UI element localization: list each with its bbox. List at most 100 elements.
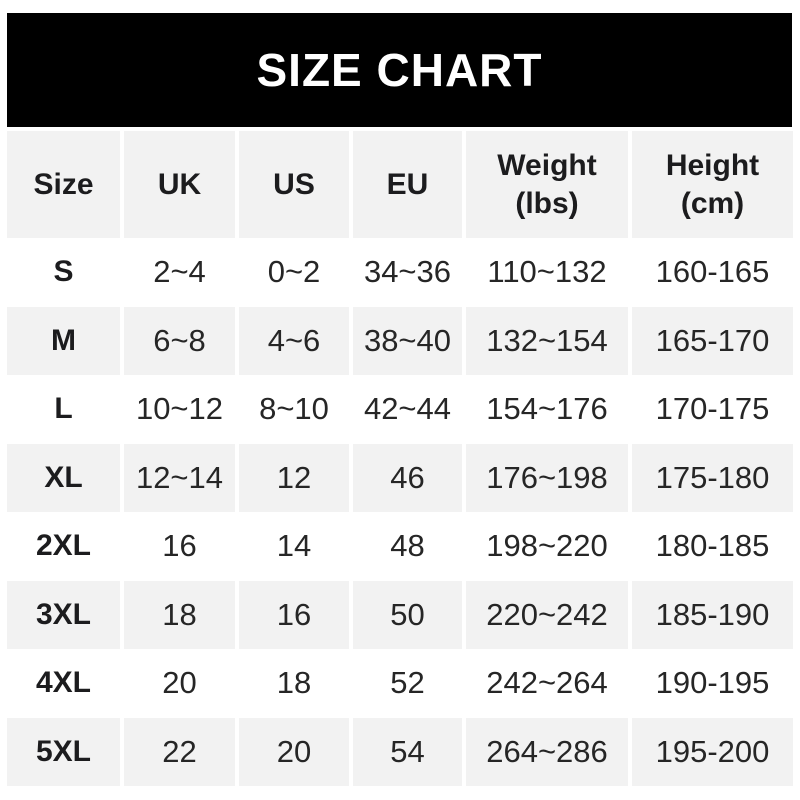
column-header-weight: Weight (lbs) xyxy=(466,131,628,238)
row-label-l-text: L xyxy=(54,392,73,426)
row-label-3xl: 3XL xyxy=(7,580,120,649)
cell-4xl-uk-text: 20 xyxy=(162,665,197,701)
cell-2xl-weight-text: 198~220 xyxy=(486,528,608,564)
cell-m-eu-text: 38~40 xyxy=(363,322,452,358)
column-header-us: US xyxy=(239,131,349,238)
cell-xl-height: 175-180 xyxy=(632,443,793,512)
row-label-2xl-text: 2XL xyxy=(35,529,92,563)
cell-xl-eu-text: 46 xyxy=(390,459,425,495)
cell-4xl-height-text: 190-195 xyxy=(655,665,770,701)
cell-s-us: 0~2 xyxy=(239,238,349,307)
cell-l-weight-text: 154~176 xyxy=(486,391,608,427)
cell-2xl-eu-text: 48 xyxy=(390,528,425,564)
cell-s-us-text: 0~2 xyxy=(267,254,321,290)
cell-4xl-weight: 242~264 xyxy=(466,649,628,718)
cell-3xl-weight-text: 220~242 xyxy=(486,596,608,632)
cell-s-height-text: 160-165 xyxy=(655,254,770,290)
cell-xl-uk-text: 12~14 xyxy=(135,459,224,495)
row-label-m-text: M xyxy=(51,323,76,357)
cell-l-uk-text: 10~12 xyxy=(135,391,224,427)
cell-2xl-uk-text: 16 xyxy=(162,528,197,564)
cell-s-height: 160-165 xyxy=(632,238,793,307)
cell-xl-uk: 12~14 xyxy=(124,443,235,512)
cell-l-us-text: 8~10 xyxy=(259,391,329,427)
cell-m-us: 4~6 xyxy=(239,306,349,375)
cell-5xl-weight: 264~286 xyxy=(466,717,628,786)
cell-l-eu-text: 42~44 xyxy=(363,391,452,427)
cell-m-height: 165-170 xyxy=(632,306,793,375)
cell-3xl-eu-text: 50 xyxy=(390,596,425,632)
row-label-m: M xyxy=(7,306,120,375)
cell-5xl-us-text: 20 xyxy=(276,733,312,769)
column-header-eu-label: EU xyxy=(386,167,429,201)
cell-xl-us-text: 12 xyxy=(276,459,312,495)
cell-l-height: 170-175 xyxy=(632,375,793,444)
column-header-size: Size xyxy=(7,131,120,238)
size-chart-table: Size UK US EU Weight (lbs) Height (cm) S 2~4 0~2 34… xyxy=(7,131,793,786)
cell-s-uk-text: 2~4 xyxy=(153,254,206,290)
cell-s-uk: 2~4 xyxy=(124,238,235,307)
column-header-uk: UK xyxy=(124,131,235,238)
cell-3xl-eu: 50 xyxy=(353,580,462,649)
cell-3xl-weight: 220~242 xyxy=(466,580,628,649)
cell-2xl-us-text: 14 xyxy=(276,528,312,564)
cell-m-weight: 132~154 xyxy=(466,306,628,375)
cell-m-us-text: 4~6 xyxy=(267,322,321,358)
column-header-eu: EU xyxy=(353,131,462,238)
cell-4xl-us: 18 xyxy=(239,649,349,718)
cell-3xl-uk-text: 18 xyxy=(162,596,197,632)
cell-xl-weight: 176~198 xyxy=(466,443,628,512)
cell-5xl-eu-text: 54 xyxy=(390,733,425,769)
column-header-size-label: Size xyxy=(33,167,94,201)
cell-4xl-us-text: 18 xyxy=(276,665,312,701)
column-header-uk-label: UK xyxy=(157,167,202,201)
row-label-5xl-text: 5XL xyxy=(35,734,92,768)
page-title: SIZE CHART xyxy=(256,44,543,96)
cell-3xl-height-text: 185-190 xyxy=(655,596,770,632)
cell-m-uk: 6~8 xyxy=(124,306,235,375)
row-label-xl-text: XL xyxy=(44,460,83,494)
cell-2xl-height: 180-185 xyxy=(632,512,793,581)
cell-5xl-weight-text: 264~286 xyxy=(486,733,608,769)
cell-4xl-weight-text: 242~264 xyxy=(486,665,608,701)
cell-5xl-uk-text: 22 xyxy=(162,733,197,769)
cell-3xl-height: 185-190 xyxy=(632,580,793,649)
row-label-s-text: S xyxy=(53,255,74,289)
cell-4xl-eu: 52 xyxy=(353,649,462,718)
cell-m-weight-text: 132~154 xyxy=(486,322,608,358)
row-label-l: L xyxy=(7,375,120,444)
row-label-5xl: 5XL xyxy=(7,717,120,786)
row-label-4xl: 4XL xyxy=(7,649,120,718)
cell-2xl-eu: 48 xyxy=(353,512,462,581)
column-header-height: Height (cm) xyxy=(632,131,793,238)
row-label-3xl-text: 3XL xyxy=(35,597,92,631)
cell-l-uk: 10~12 xyxy=(124,375,235,444)
cell-2xl-us: 14 xyxy=(239,512,349,581)
cell-5xl-height-text: 195-200 xyxy=(655,733,770,769)
cell-s-eu-text: 34~36 xyxy=(363,254,452,290)
cell-4xl-eu-text: 52 xyxy=(390,665,425,701)
title-banner: SIZE CHART xyxy=(7,13,792,127)
cell-4xl-uk: 20 xyxy=(124,649,235,718)
cell-xl-eu: 46 xyxy=(353,443,462,512)
cell-xl-us: 12 xyxy=(239,443,349,512)
row-label-s: S xyxy=(7,238,120,307)
cell-5xl-height: 195-200 xyxy=(632,717,793,786)
cell-5xl-eu: 54 xyxy=(353,717,462,786)
cell-xl-weight-text: 176~198 xyxy=(486,459,608,495)
row-label-xl: XL xyxy=(7,443,120,512)
cell-l-height-text: 170-175 xyxy=(655,391,770,427)
cell-3xl-us: 16 xyxy=(239,580,349,649)
cell-m-eu: 38~40 xyxy=(353,306,462,375)
column-header-height-label: Height xyxy=(665,148,760,182)
cell-m-uk-text: 6~8 xyxy=(153,322,206,358)
column-header-weight-label: Weight xyxy=(497,148,597,182)
cell-5xl-uk: 22 xyxy=(124,717,235,786)
cell-l-eu: 42~44 xyxy=(353,375,462,444)
row-label-4xl-text: 4XL xyxy=(35,666,92,700)
cell-3xl-us-text: 16 xyxy=(276,596,312,632)
cell-2xl-height-text: 180-185 xyxy=(655,528,770,564)
cell-m-height-text: 165-170 xyxy=(655,322,770,358)
cell-4xl-height: 190-195 xyxy=(632,649,793,718)
cell-2xl-uk: 16 xyxy=(124,512,235,581)
